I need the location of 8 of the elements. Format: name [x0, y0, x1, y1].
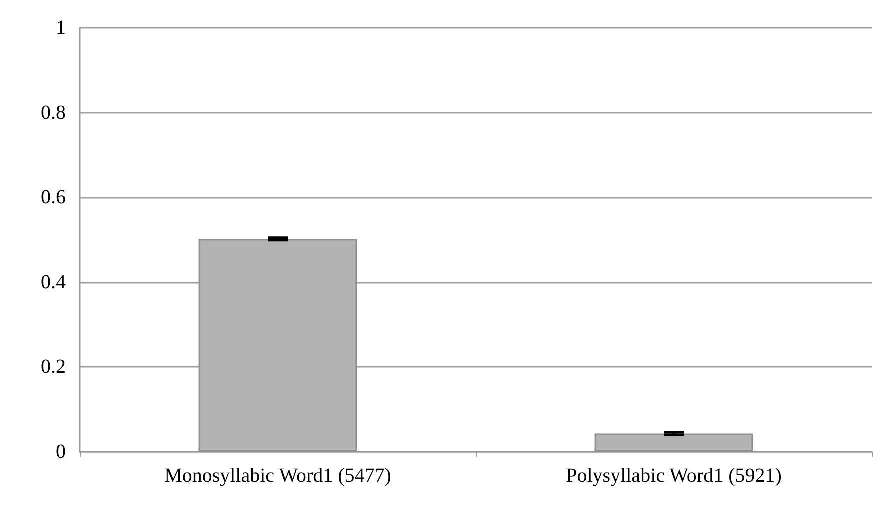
y-tick-label: 0.6: [41, 186, 66, 209]
y-tick-label: 0: [56, 441, 66, 463]
x-tick-label: Monosyllabic Word1 (5477): [164, 465, 392, 487]
y-tick-label: 0.4: [41, 271, 66, 294]
y-tick-label: 0.2: [41, 356, 66, 378]
y-tick-label: 1: [56, 17, 66, 39]
x-tick-label: Polysyllabic Word1 (5921): [566, 465, 782, 487]
y-tick-label: 0.8: [41, 102, 66, 124]
